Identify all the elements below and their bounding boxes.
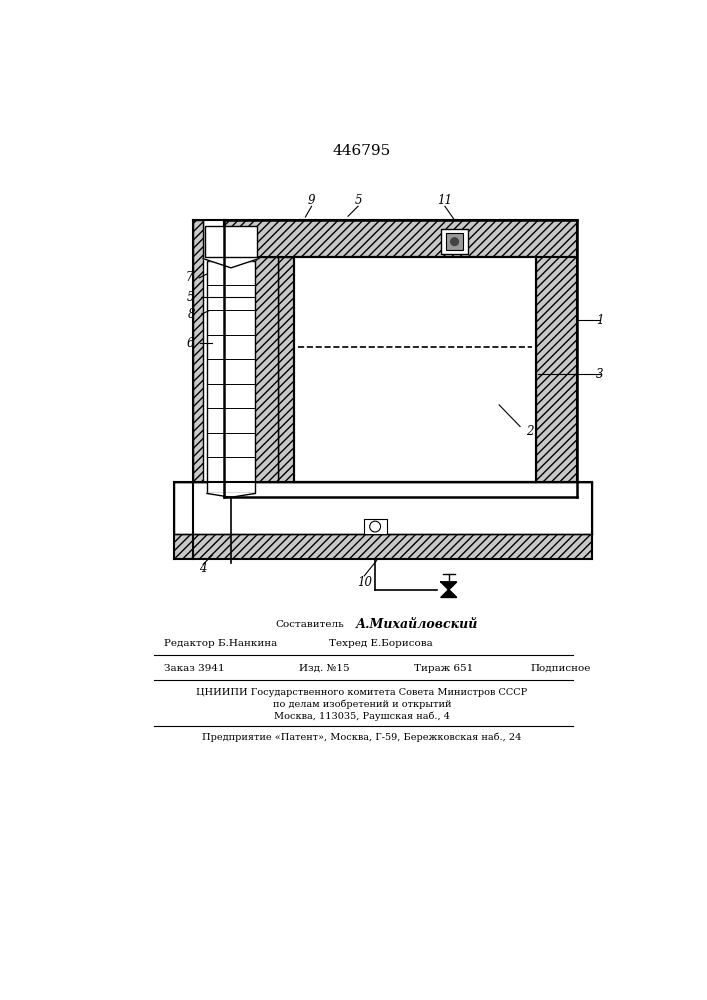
Text: Заказ 3941: Заказ 3941 [164,664,225,673]
Bar [207,261,255,493]
Bar [204,226,257,257]
Text: Техред Е.Борисова: Техред Е.Борисова [329,639,433,648]
Bar [224,220,577,257]
Bar [279,257,293,482]
Text: 5: 5 [187,291,194,304]
Text: 8: 8 [187,308,195,321]
Text: Составитель: Составитель [275,620,344,629]
Text: Изд. №15: Изд. №15 [299,664,350,673]
Text: 446795: 446795 [333,144,391,158]
Polygon shape [203,259,259,268]
Circle shape [370,521,380,532]
Text: ЦНИИПИ Государственного комитета Совета Министров СССР: ЦНИИПИ Государственного комитета Совета … [197,688,527,697]
Polygon shape [441,582,457,597]
Bar [441,229,468,254]
Bar [445,233,464,250]
Bar [193,220,203,534]
Text: Предприятие «Патент», Москва, Г-59, Бережковская наб., 24: Предприятие «Патент», Москва, Г-59, Бере… [202,733,522,742]
Text: А.Михайловский: А.Михайловский [356,618,478,631]
Text: Подписное: Подписное [530,664,590,673]
Bar [224,257,279,482]
Text: 3: 3 [596,368,604,381]
Text: 6: 6 [187,337,194,350]
Bar [537,257,577,482]
Text: 5: 5 [354,194,362,207]
Text: 9: 9 [308,194,315,207]
Bar [174,482,592,497]
Text: по делам изобретений и открытий: по делам изобретений и открытий [273,700,451,709]
Text: 1: 1 [596,314,604,327]
Bar [363,519,387,534]
Text: 11: 11 [438,194,452,207]
Text: Редактор Б.Нанкина: Редактор Б.Нанкина [164,639,278,648]
Text: 10: 10 [357,576,372,588]
Text: Тираж 651: Тираж 651 [414,664,473,673]
Text: 2: 2 [527,425,534,438]
Bar [203,257,224,482]
Circle shape [450,238,458,246]
Bar [174,482,592,534]
Bar [293,257,537,482]
Polygon shape [207,493,255,497]
Bar [174,534,592,559]
Bar [193,220,203,482]
Text: Москва, 113035, Раушская наб., 4: Москва, 113035, Раушская наб., 4 [274,711,450,721]
Text: 4: 4 [199,562,207,575]
Text: 7: 7 [185,271,193,284]
